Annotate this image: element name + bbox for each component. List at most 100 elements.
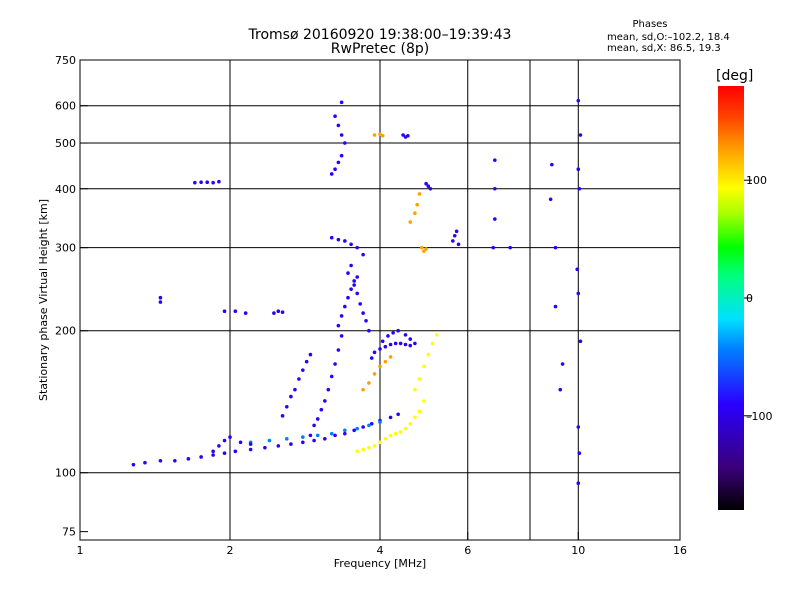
- data-point: [428, 186, 433, 191]
- data-point: [315, 433, 320, 438]
- data-point: [364, 318, 368, 323]
- data-point: [336, 160, 341, 165]
- data-point: [452, 233, 457, 238]
- stats-x-mode: mean, sd,X: 86.5, 19.3: [607, 43, 721, 54]
- data-point: [352, 283, 356, 287]
- data-point: [352, 279, 356, 283]
- data-point: [343, 304, 347, 309]
- x-axis-label: Frequency [MHz]: [334, 557, 426, 570]
- data-point: [329, 374, 334, 379]
- y-tick-label: 750: [55, 54, 76, 67]
- data-point: [355, 291, 359, 296]
- data-point: [233, 449, 238, 454]
- title-line-2: RwPretec (8p): [330, 41, 430, 57]
- data-point: [343, 141, 347, 145]
- data-point: [284, 437, 289, 441]
- data-point: [312, 423, 316, 428]
- data-point: [329, 431, 334, 436]
- data-point: [343, 428, 347, 433]
- data-point: [493, 186, 497, 191]
- data-point: [367, 445, 371, 450]
- data-point: [361, 252, 365, 257]
- data-point: [131, 462, 136, 467]
- data-point: [403, 333, 408, 337]
- x-tick-label: 16: [673, 544, 687, 557]
- data-point: [398, 430, 403, 434]
- data-point: [301, 368, 305, 372]
- x-tick-label: 4: [377, 544, 384, 557]
- data-point: [417, 377, 422, 381]
- y-tick-label: 100: [55, 467, 76, 480]
- data-point: [378, 347, 382, 351]
- data-point: [422, 364, 426, 369]
- data-point: [173, 458, 177, 463]
- data-point: [378, 132, 382, 137]
- data-point: [355, 245, 359, 250]
- data-point: [361, 387, 365, 392]
- data-point: [308, 433, 313, 438]
- data-point: [406, 134, 410, 138]
- data-point: [233, 309, 238, 314]
- data-point: [343, 431, 347, 436]
- data-point: [329, 172, 334, 176]
- data-point: [248, 442, 253, 446]
- data-point: [336, 237, 341, 242]
- x-axis-ticks: 1 2 4 6 10 16: [77, 532, 687, 557]
- data-point: [383, 344, 388, 349]
- data-point: [333, 362, 337, 366]
- data-point: [355, 275, 359, 279]
- data-point: [367, 328, 371, 333]
- data-point: [413, 415, 417, 420]
- data-point: [417, 192, 422, 196]
- data-point: [403, 342, 408, 347]
- data-point: [217, 444, 221, 448]
- data-point: [143, 460, 147, 465]
- data-point: [346, 295, 350, 300]
- data-point: [329, 235, 334, 240]
- data-point: [211, 453, 215, 457]
- data-point: [339, 334, 344, 338]
- data-point: [333, 114, 337, 119]
- data-point: [339, 153, 344, 158]
- data-point: [308, 352, 313, 357]
- data-point: [408, 220, 413, 224]
- y-axis-ticks: 75 100 200 300 400 500 600 750: [55, 54, 88, 539]
- data-point: [272, 311, 276, 315]
- data-point: [403, 426, 408, 431]
- data-point: [417, 409, 422, 414]
- data-point: [222, 438, 227, 443]
- data-point: [451, 239, 455, 243]
- data-point: [388, 433, 393, 438]
- data-point: [301, 435, 305, 439]
- data-point: [576, 291, 581, 296]
- y-tick-label: 600: [55, 100, 76, 113]
- data-point: [343, 239, 347, 243]
- data-point: [419, 245, 424, 250]
- x-tick-label: 1: [77, 544, 84, 557]
- data-point: [575, 267, 580, 272]
- data-point: [372, 444, 377, 448]
- data-point: [493, 217, 497, 221]
- data-point: [158, 300, 163, 304]
- data-point: [576, 98, 581, 103]
- data-point: [263, 445, 267, 450]
- data-point: [339, 133, 344, 137]
- data-point: [422, 399, 426, 403]
- data-point: [297, 377, 301, 381]
- data-point: [388, 355, 393, 359]
- x-tick-label: 2: [227, 544, 234, 557]
- data-point: [228, 435, 232, 439]
- data-point: [388, 415, 393, 420]
- data-point: [289, 394, 293, 399]
- data-point: [430, 341, 435, 346]
- data-point: [491, 245, 496, 250]
- data-point: [378, 420, 382, 424]
- colorbar-tick-label: 0: [746, 292, 753, 305]
- data-point: [346, 271, 350, 275]
- data-point: [336, 323, 341, 328]
- data-point: [158, 295, 163, 300]
- data-point: [408, 337, 413, 341]
- y-tick-label: 200: [55, 325, 76, 338]
- colorbar-tick-label: –100: [746, 410, 773, 423]
